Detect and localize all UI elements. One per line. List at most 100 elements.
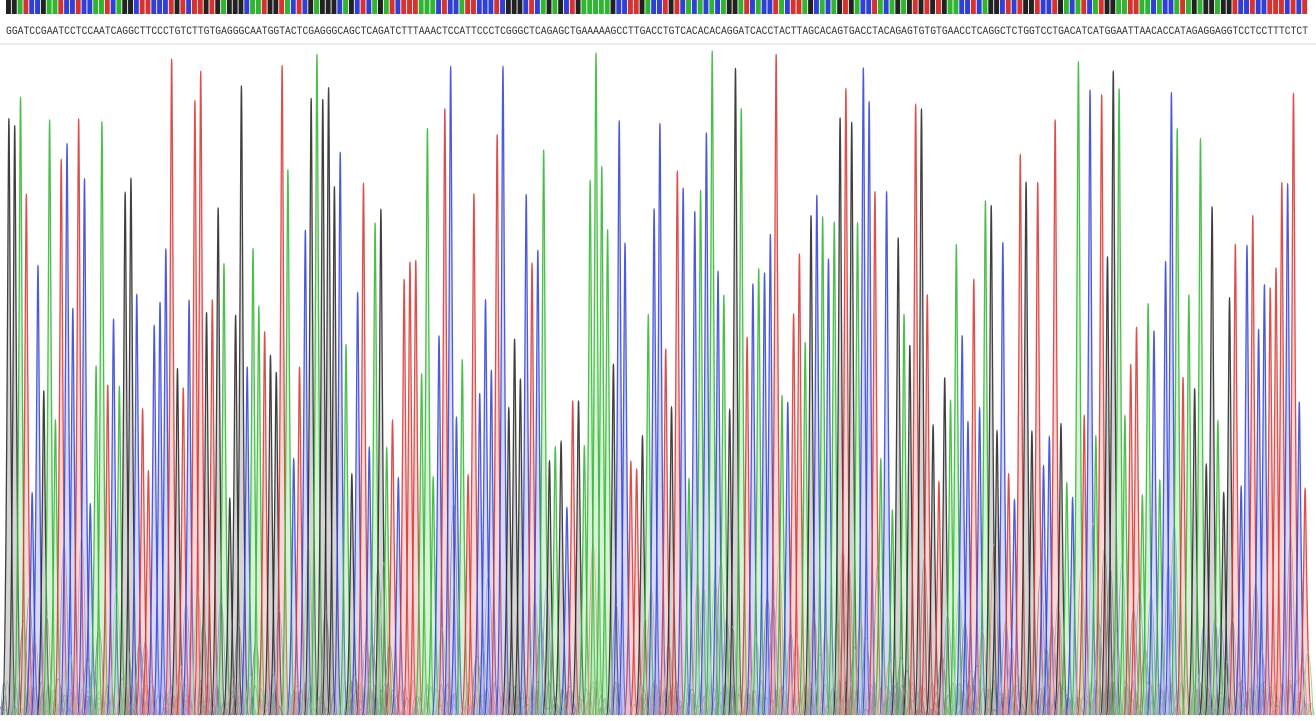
- peak-fill: [757, 272, 772, 715]
- base-block: [279, 0, 285, 14]
- peak-fill: [36, 390, 51, 715]
- peak-fill: [83, 503, 98, 715]
- base-block: [110, 0, 116, 14]
- noise-peak: [389, 690, 397, 716]
- peak: [884, 508, 901, 716]
- peak-fill: [885, 509, 900, 715]
- base-block: [372, 0, 378, 14]
- peak-fill: [728, 68, 743, 716]
- base-block: [872, 0, 878, 14]
- peak-fill: [455, 359, 470, 715]
- base-block: [1244, 0, 1250, 14]
- peak-fill: [65, 308, 80, 715]
- peak: [1105, 70, 1121, 716]
- minor-peak: [1226, 617, 1238, 716]
- peak-fill: [554, 440, 569, 715]
- base-block: [1296, 0, 1302, 14]
- peak: [413, 372, 430, 716]
- base-block: [23, 0, 29, 14]
- peak-fill: [908, 103, 923, 715]
- base-block: [1110, 0, 1116, 14]
- peak: [1, 117, 17, 716]
- base-block: [401, 0, 407, 14]
- minor-peak: [872, 563, 884, 716]
- base-block: [133, 0, 139, 14]
- peak: [437, 107, 453, 716]
- peak-fill: [949, 244, 964, 715]
- base-block: [825, 0, 831, 14]
- base-block: [703, 0, 709, 14]
- minor-peak: [23, 597, 35, 716]
- peak-fill: [437, 108, 452, 716]
- peak: [291, 366, 308, 716]
- peak: [1280, 182, 1296, 716]
- peak: [268, 371, 284, 716]
- noise-peak: [499, 692, 507, 716]
- peak-fill: [676, 188, 691, 716]
- noise-peak: [119, 690, 127, 716]
- peak: [326, 185, 343, 716]
- peak-fill: [100, 385, 115, 715]
- minor-peak: [192, 588, 204, 716]
- noise-peak: [1307, 702, 1315, 716]
- peak: [977, 199, 994, 716]
- peak-fill: [507, 338, 522, 715]
- peak: [698, 132, 715, 716]
- peak: [803, 214, 819, 716]
- peak-fill: [193, 71, 208, 715]
- peak: [722, 408, 738, 716]
- minor-peak: [116, 678, 128, 716]
- base-block: [69, 0, 75, 14]
- base-block: [779, 0, 785, 14]
- noise-peak: [41, 692, 49, 716]
- base-block: [784, 0, 790, 14]
- peak-fill: [25, 492, 40, 715]
- base-block: [122, 0, 128, 14]
- peak-fill: [228, 315, 243, 715]
- peak-fill: [1228, 244, 1243, 715]
- noise-peak: [414, 695, 422, 716]
- peak-fill: [1193, 138, 1208, 715]
- base-block: [360, 0, 366, 14]
- peak: [663, 405, 680, 716]
- peak: [82, 502, 98, 716]
- base-block: [302, 0, 308, 14]
- base-block: [348, 0, 354, 14]
- base-block: [453, 0, 459, 14]
- base-block: [255, 0, 261, 14]
- base-block: [877, 0, 883, 14]
- peak: [88, 365, 104, 716]
- peak-fill: [1129, 327, 1144, 715]
- base-block: [1133, 0, 1139, 14]
- peak: [1041, 435, 1057, 716]
- peak-fill: [931, 481, 946, 715]
- base-block: [418, 0, 424, 14]
- minor-peak: [1116, 562, 1128, 716]
- minor-peak: [233, 622, 244, 716]
- base-block: [1197, 0, 1203, 14]
- minor-peak: [227, 677, 239, 716]
- peak: [820, 258, 837, 716]
- peak: [745, 283, 761, 716]
- peak: [669, 169, 685, 716]
- base-block: [1151, 0, 1157, 14]
- peak-fill: [158, 248, 173, 716]
- minor-peak: [889, 684, 901, 716]
- peak-fill: [612, 120, 627, 716]
- peak-fill: [327, 186, 342, 715]
- noise-peak: [121, 682, 129, 716]
- peak: [1256, 283, 1273, 716]
- peak-fill: [833, 117, 848, 716]
- peak: [1175, 376, 1191, 716]
- base-block: [540, 0, 546, 14]
- peak-fill: [199, 312, 214, 715]
- peak-fill: [525, 263, 540, 715]
- base-block: [1092, 0, 1098, 14]
- base-block: [232, 0, 238, 14]
- peak-fill: [1117, 415, 1132, 715]
- peak-fill: [182, 300, 197, 715]
- peak-fill: [129, 294, 144, 715]
- peak-fill: [536, 149, 551, 715]
- peak: [878, 190, 895, 716]
- peak: [1006, 498, 1023, 716]
